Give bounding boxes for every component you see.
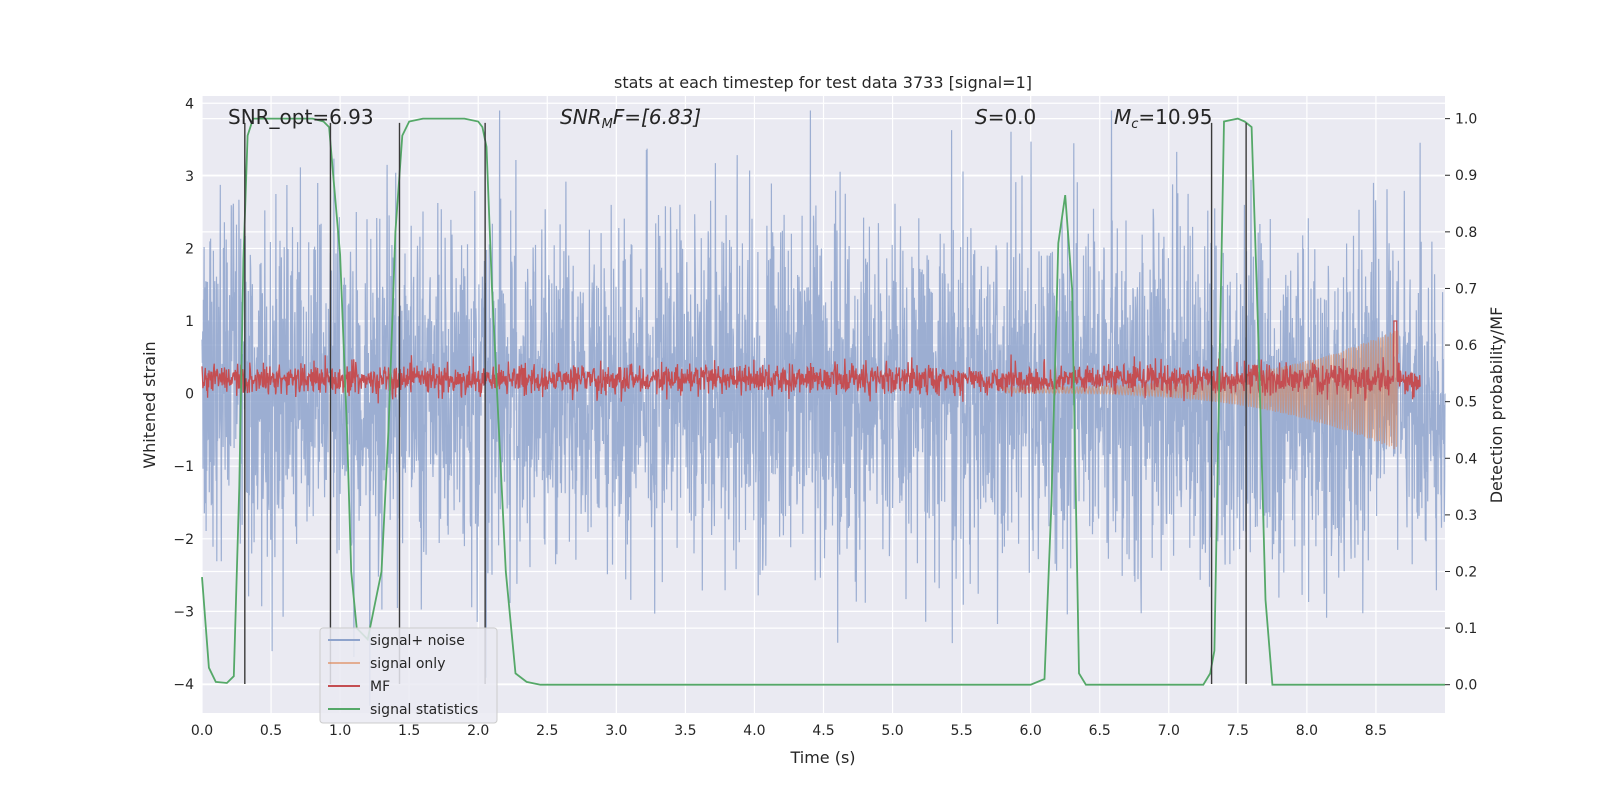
y-right-tick-label: 0.8 xyxy=(1455,225,1477,241)
legend-label-signal-noise: signal+ noise xyxy=(370,633,465,649)
x-tick-label: 5.5 xyxy=(950,723,972,739)
y-right-tick-label: 0.7 xyxy=(1455,281,1477,297)
x-tick-label: 7.0 xyxy=(1158,723,1180,739)
y-tick-label: −1 xyxy=(173,459,194,475)
x-tick-label: 4.5 xyxy=(812,723,834,739)
y-right-tick-label: 0.2 xyxy=(1455,564,1477,580)
y-right-tick-label: 0.3 xyxy=(1455,508,1477,524)
x-tick-label: 1.0 xyxy=(329,723,351,739)
y-right-tick-label: 1.0 xyxy=(1455,112,1477,128)
series-mf-line xyxy=(201,320,1421,404)
y-tick-label: 0 xyxy=(185,387,194,403)
y-right-tick-label: 0.6 xyxy=(1455,338,1477,354)
y-right-tick-label: 0.9 xyxy=(1455,168,1477,184)
x-tick-label: 5.0 xyxy=(881,723,903,739)
axes: 0.0 0.5 1.0 1.5 2.0 2.5 3.0 3.5 4.0 4.5 5.0 5.5 6.0 6… xyxy=(173,96,1477,739)
annotation-snr-opt: SNR_opt=6.93 xyxy=(228,105,374,129)
y-tick-label: −2 xyxy=(173,532,194,548)
x-tick-label: 0.5 xyxy=(260,723,282,739)
y-right-tick-label: 0.5 xyxy=(1455,395,1477,411)
x-tick-label: 6.5 xyxy=(1089,723,1111,739)
annotation-snr-mf: SNRMF=[6.83] xyxy=(560,105,701,132)
chart-title: stats at each timestep for test data 373… xyxy=(614,73,1032,92)
x-tick-label: 2.5 xyxy=(536,723,558,739)
x-axis-title: Time (s) xyxy=(789,748,855,767)
x-tick-label: 3.5 xyxy=(674,723,696,739)
x-tick-label: 7.5 xyxy=(1227,723,1249,739)
legend-label-signal-statistics: signal statistics xyxy=(370,702,478,718)
annotation-s: S=0.0 xyxy=(975,105,1036,129)
legend-label-mf: MF xyxy=(370,679,390,695)
y-right-tick-label: 0.1 xyxy=(1455,621,1477,637)
series-layer xyxy=(201,110,1446,706)
series-signal-only-line xyxy=(1002,330,1399,450)
x-tick-label: 4.0 xyxy=(743,723,765,739)
y-right-axis-title: Detection probability/MF xyxy=(1487,307,1506,504)
y-right-tick-label: 0.4 xyxy=(1455,451,1477,467)
x-tick-label: 1.5 xyxy=(398,723,420,739)
x-tick-label: 3.0 xyxy=(605,723,627,739)
y-tick-label: 3 xyxy=(185,169,194,185)
y-tick-label: −4 xyxy=(173,677,194,693)
y-tick-label: 2 xyxy=(185,241,194,257)
vertical-lines xyxy=(244,122,1247,684)
legend-box xyxy=(319,627,498,724)
x-tick-label: 8.5 xyxy=(1365,723,1387,739)
x-tick-label: 8.0 xyxy=(1296,723,1318,739)
x-tick-label: 0.0 xyxy=(191,723,213,739)
y-tick-label: −3 xyxy=(173,604,194,620)
y-axis-title: Whitened strain xyxy=(140,341,159,468)
series-signal-statistics-line xyxy=(201,117,1445,686)
annotation-mc: Mc=10.95 xyxy=(1114,105,1212,132)
y-tick-label: 4 xyxy=(185,96,194,112)
series-signal-noise-line xyxy=(201,110,1446,706)
x-tick-label: 6.0 xyxy=(1020,723,1042,739)
x-tick-label: 2.0 xyxy=(467,723,489,739)
y-right-tick-label: 0.0 xyxy=(1455,678,1477,694)
legend: signal+ noise signal only MF signal stat… xyxy=(319,627,498,724)
legend-label-signal-only: signal only xyxy=(370,656,445,672)
y-tick-label: 1 xyxy=(185,314,194,330)
